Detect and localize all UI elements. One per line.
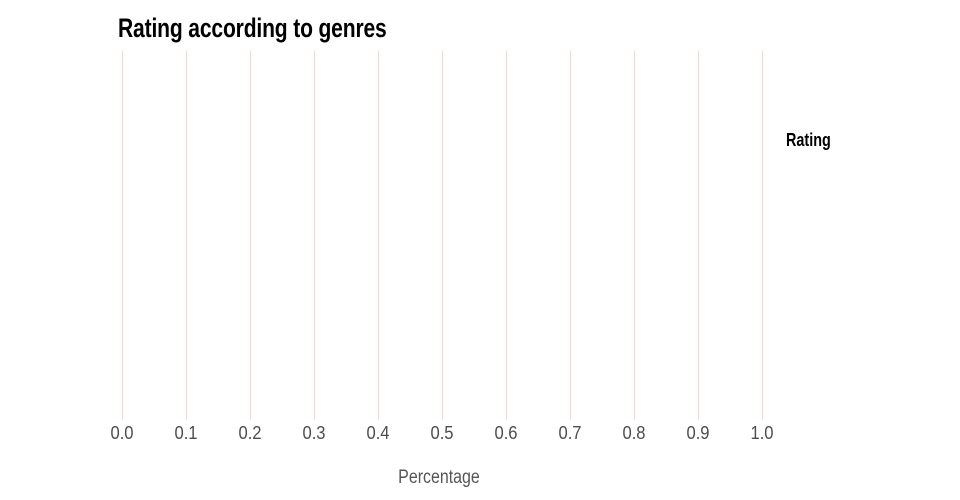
gridline bbox=[314, 50, 315, 420]
x-axis: 0.0 0.1 0.2 0.3 0.4 0.5 0.6 0.7 0.8 0.9 1.0 bbox=[110, 423, 773, 445]
gridline bbox=[570, 50, 571, 420]
x-tick-label: 0.7 bbox=[558, 423, 582, 443]
plot-area bbox=[122, 50, 763, 420]
x-tick-label: 0.6 bbox=[494, 423, 518, 443]
gridline bbox=[506, 50, 507, 420]
gridline bbox=[378, 50, 379, 420]
x-tick-label: 0.0 bbox=[110, 423, 134, 443]
gridline bbox=[698, 50, 699, 420]
x-axis-label: Percentage bbox=[398, 467, 480, 488]
gridline bbox=[186, 50, 187, 420]
x-tick-label: 0.9 bbox=[686, 423, 710, 443]
chart-title: Rating according to genres bbox=[118, 13, 387, 43]
x-tick-label: 0.8 bbox=[622, 423, 646, 443]
gridline bbox=[250, 50, 251, 420]
x-tick-label: 0.3 bbox=[302, 423, 326, 443]
legend: Rating bbox=[786, 130, 842, 151]
gridline bbox=[634, 50, 635, 420]
gridline bbox=[442, 50, 443, 420]
x-tick-label: 0.5 bbox=[430, 423, 454, 443]
x-tick-label: 1.0 bbox=[750, 423, 774, 443]
x-tick-label: 0.1 bbox=[174, 423, 198, 443]
gridline bbox=[122, 50, 123, 420]
x-tick-label: 0.2 bbox=[238, 423, 262, 443]
gridline bbox=[762, 50, 763, 420]
x-tick-label: 0.4 bbox=[366, 423, 390, 443]
legend-title: Rating bbox=[786, 130, 831, 150]
